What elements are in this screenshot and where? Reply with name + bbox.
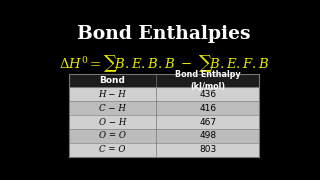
Text: Bond: Bond [100, 76, 125, 85]
Text: H − H: H − H [99, 90, 126, 99]
Text: $\Delta H^0 = \sum\!B.E.B.B\ -\ \sum\!B.E.F.B$: $\Delta H^0 = \sum\!B.E.B.B\ -\ \sum\!B.… [59, 53, 269, 74]
Bar [68, 143, 260, 157]
Text: 498: 498 [199, 131, 217, 140]
Text: O = O: O = O [99, 131, 126, 140]
Text: 416: 416 [199, 104, 217, 113]
Bar [68, 87, 260, 101]
Text: C = O: C = O [99, 145, 126, 154]
Text: 436: 436 [199, 90, 217, 99]
Text: C − H: C − H [99, 104, 126, 113]
Text: Bond Enthalpies: Bond Enthalpies [77, 25, 251, 43]
Text: Bond Enthalpy
(kJ/mol): Bond Enthalpy (kJ/mol) [175, 70, 241, 91]
Text: O − H: O − H [99, 118, 126, 127]
Bar [68, 74, 260, 87]
Text: 803: 803 [199, 145, 217, 154]
Bar [68, 101, 260, 115]
Bar [68, 129, 260, 143]
Bar [68, 115, 260, 129]
Text: 467: 467 [199, 118, 217, 127]
